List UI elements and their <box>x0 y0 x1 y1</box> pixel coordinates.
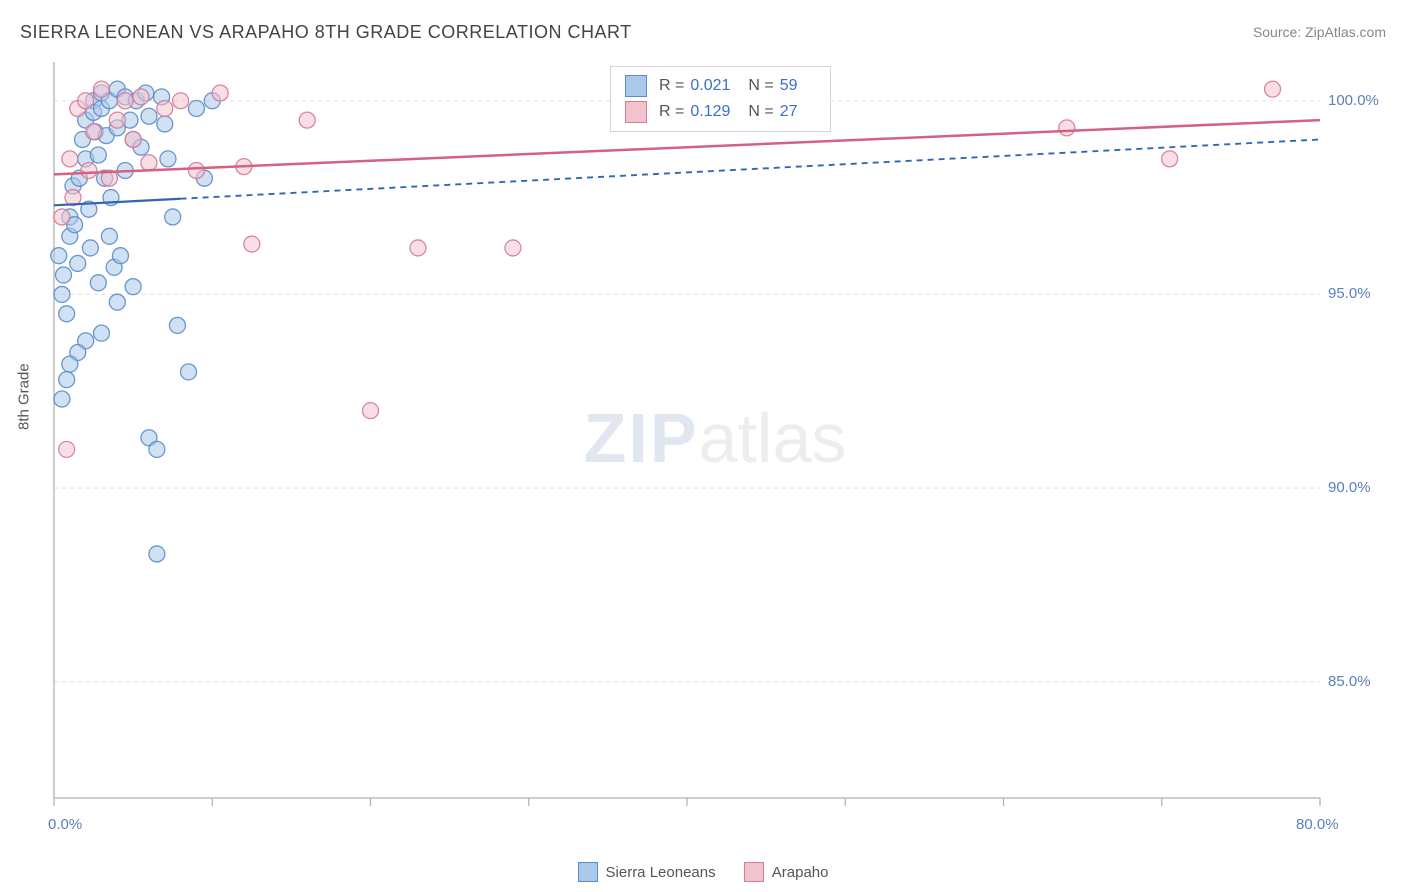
stats-row: R = 0.021 N = 59 <box>611 73 830 99</box>
chart-container: SIERRA LEONEAN VS ARAPAHO 8TH GRADE CORR… <box>0 0 1406 892</box>
legend-swatch-sierra <box>578 862 598 882</box>
stats-n-label: N = <box>748 103 773 121</box>
x-tick-label: 80.0% <box>1296 816 1339 833</box>
x-tick-label: 0.0% <box>48 816 82 833</box>
legend-item-sierra: Sierra Leoneans <box>578 862 716 882</box>
chart-svg <box>50 58 1380 818</box>
stats-r-value: 0.021 <box>690 77 730 95</box>
stats-n-value: 27 <box>780 103 798 121</box>
y-tick-label: 95.0% <box>1328 285 1371 302</box>
stats-swatch <box>625 75 647 97</box>
stats-n-value: 59 <box>780 77 798 95</box>
legend-label-sierra: Sierra Leoneans <box>606 864 716 881</box>
legend-item-arapaho: Arapaho <box>744 862 829 882</box>
bottom-legend: Sierra Leoneans Arapaho <box>0 862 1406 886</box>
stats-r-label: R = <box>659 77 684 95</box>
y-tick-label: 90.0% <box>1328 479 1371 496</box>
plot-area: ZIPatlas R =0.021N =59R =0.129N =27 85.0… <box>50 58 1380 818</box>
stats-row: R = 0.129 N = 27 <box>611 99 830 125</box>
stats-swatch <box>625 101 647 123</box>
y-tick-label: 100.0% <box>1328 92 1379 109</box>
source-label: Source: ZipAtlas.com <box>1253 24 1386 40</box>
stats-n-label: N = <box>748 77 773 95</box>
stats-legend-box: R = 0.021 N = 59 R = 0.129 N = 27 <box>610 66 831 132</box>
y-tick-label: 85.0% <box>1328 673 1371 690</box>
stats-r-value: 0.129 <box>690 103 730 121</box>
legend-label-arapaho: Arapaho <box>772 864 829 881</box>
legend-swatch-arapaho <box>744 862 764 882</box>
y-axis-label: 8th Grade <box>16 363 33 430</box>
stats-r-label: R = <box>659 103 684 121</box>
chart-title: SIERRA LEONEAN VS ARAPAHO 8TH GRADE CORR… <box>20 22 632 43</box>
